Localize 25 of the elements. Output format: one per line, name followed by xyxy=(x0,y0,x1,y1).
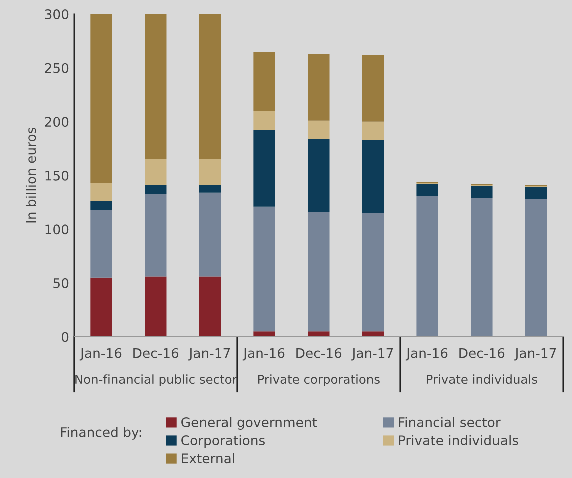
legend-label: External xyxy=(182,453,234,464)
legend-label: Financial sector xyxy=(399,417,501,428)
x-tick-label: Jan-16 xyxy=(406,348,448,361)
legend-title: Financed by: xyxy=(61,427,142,440)
x-tick-label: Jan-17 xyxy=(514,348,556,361)
x-tick-label: Jan-17 xyxy=(188,348,230,361)
y-tick-label: 100 xyxy=(46,224,69,235)
y-axis-title: In billion euros xyxy=(26,128,36,223)
y-tick-label: 250 xyxy=(45,63,69,74)
text: Private corporations xyxy=(258,374,380,386)
y-tick-label: 150 xyxy=(46,170,69,181)
legend-label: Private individuals xyxy=(399,435,518,446)
x-tick-label: Dec-16 xyxy=(134,348,179,358)
x-tick-label: Dec-16 xyxy=(296,348,342,358)
text: Private individuals xyxy=(427,374,538,384)
x-tick-label: Jan-17 xyxy=(352,348,394,361)
y-tick-label: 200 xyxy=(45,117,69,128)
legend-label: General government xyxy=(182,417,318,430)
x-tick-label: Dec-16 xyxy=(460,348,505,358)
y-tick-label: 50 xyxy=(54,278,69,288)
x-tick-label: Jan-16 xyxy=(242,348,285,361)
legend-label: Corporations xyxy=(182,435,265,448)
x-tick-label: Jan-16 xyxy=(80,348,122,361)
y-tick-label: 0 xyxy=(62,332,69,342)
y-tick-label: 300 xyxy=(45,10,69,20)
